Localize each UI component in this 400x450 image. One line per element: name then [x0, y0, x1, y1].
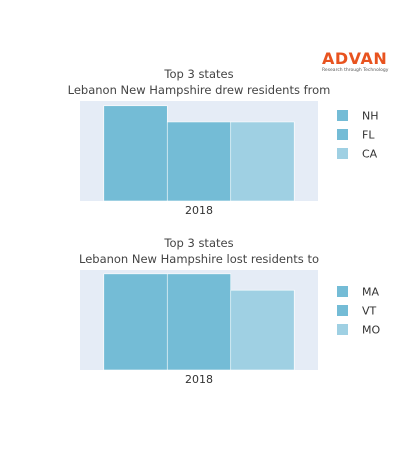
- logo-word: ADVAN: [322, 49, 388, 68]
- chart1-bar-ca: [230, 121, 295, 202]
- chart2-legend-swatch-vt: [337, 305, 348, 316]
- chart2-subtitle: Lebanon New Hampshire lost residents to: [79, 252, 319, 266]
- chart2-bar-vt: [166, 273, 232, 371]
- chart1-legend-swatch-fl: [337, 129, 348, 140]
- chart1-legend-label-fl: FL: [362, 129, 375, 142]
- chart1-subtitle: Lebanon New Hampshire drew residents fro…: [68, 83, 331, 97]
- chart1-legend-swatch-nh: [337, 110, 348, 121]
- chart2-legend-label-ma: MA: [362, 286, 379, 299]
- chart2-legend-swatch-ma: [337, 286, 348, 297]
- chart1-legend-label-nh: NH: [362, 110, 379, 123]
- chart1-legend-label-ca: CA: [362, 148, 378, 161]
- chart2-bar-mo: [230, 289, 295, 371]
- chart2-bar-ma: [103, 273, 168, 371]
- chart2-legend-label-mo: MO: [362, 324, 380, 337]
- chart2-title: Top 3 states: [163, 236, 233, 250]
- chart1-bar-nh: [103, 105, 168, 202]
- chart2-legend-swatch-mo: [337, 324, 348, 335]
- chart1-title: Top 3 states: [163, 67, 233, 81]
- chart2-legend-label-vt: VT: [362, 305, 377, 318]
- chart1-x-tick-label: 2018: [185, 204, 213, 217]
- chart1-bar-fl: [166, 121, 232, 202]
- chart2-x-tick-label: 2018: [185, 373, 213, 386]
- logo-tagline: Research through Technology: [322, 68, 389, 73]
- advan-logo: ADVAN Research through Technology: [322, 50, 396, 78]
- chart1-legend-swatch-ca: [337, 148, 348, 159]
